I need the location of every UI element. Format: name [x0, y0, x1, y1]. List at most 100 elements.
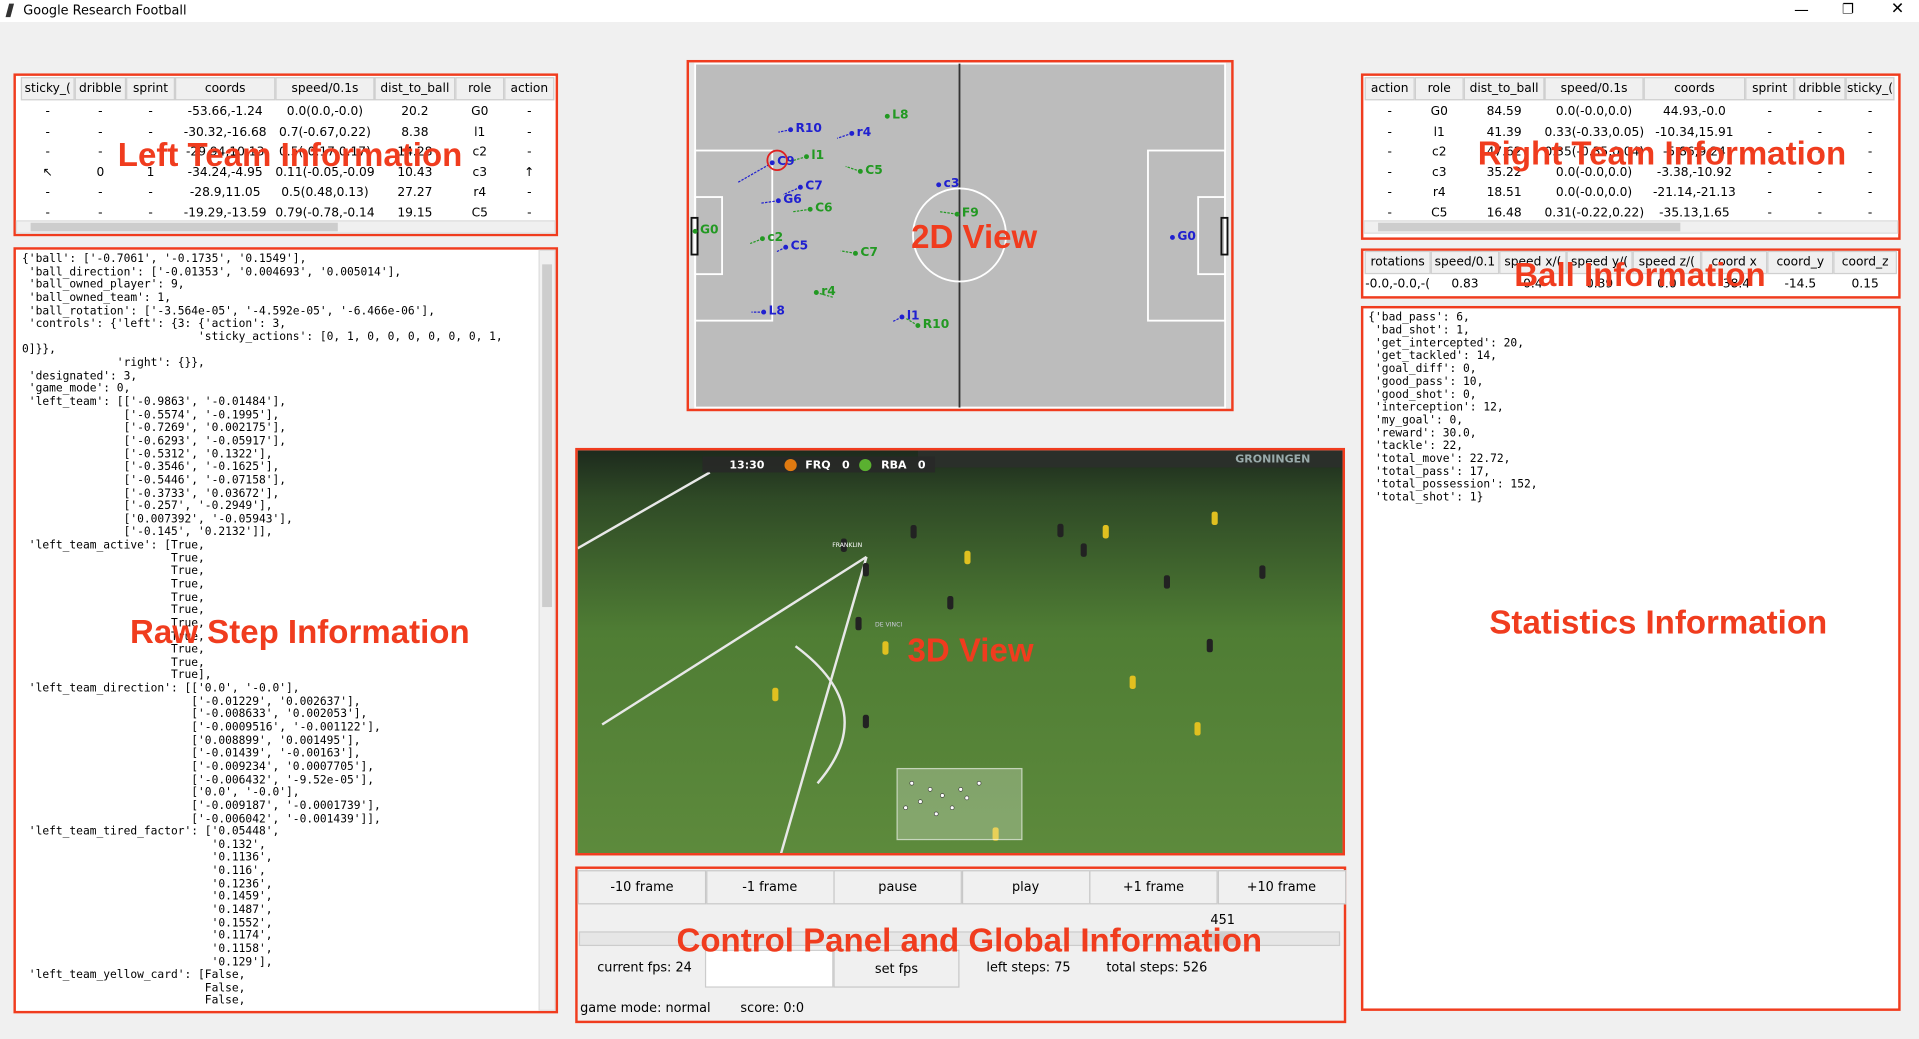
table-cell: - — [1867, 165, 1873, 180]
score: score: 0:0 — [740, 1001, 805, 1016]
table-cell: -53.66,-1.24 — [187, 105, 263, 119]
table-cell: - — [1817, 186, 1823, 200]
table-cell: 0.0(-0.0,0.0) — [1555, 105, 1633, 119]
direction-arrow — [845, 165, 861, 172]
column-header: dribble — [1794, 77, 1846, 101]
slider-handle[interactable] — [1209, 931, 1237, 947]
close-button[interactable]: ✕ — [1890, 0, 1905, 19]
table-cell: -29.94,10.13 — [185, 145, 265, 160]
player-label: G0 — [1177, 229, 1196, 243]
direction-arrow — [761, 200, 779, 204]
raw-step-line: True, — [22, 642, 205, 657]
view-3d-panel: GRONINGEN FRANKLIN DE VINCI 13:30 FRQ 0 RBA 0 — [575, 447, 1346, 856]
column-header: rotations — [1364, 250, 1431, 275]
annotation-label: Statistics Information — [1489, 603, 1828, 641]
player-figure — [910, 525, 917, 539]
raw-step-line: ['-0.5312', '0.1322'], — [22, 447, 273, 461]
control-button[interactable]: pause — [833, 870, 962, 905]
control-button[interactable]: +1 frame — [1089, 870, 1218, 905]
minimize-button[interactable]: — — [1794, 1, 1809, 19]
table-cell: - — [1387, 105, 1392, 119]
column-header: sprint — [126, 77, 176, 101]
player-label: R10 — [923, 317, 949, 331]
team-badge — [784, 458, 797, 472]
column-header: coord_y — [1767, 250, 1834, 275]
player-figure — [882, 641, 889, 655]
game-mode: game mode: normal — [580, 1001, 711, 1016]
set-fps-button[interactable]: set fps — [833, 949, 960, 988]
statistics-line: 'get_tackled': 14, — [1368, 349, 1497, 363]
column-header: sprint — [1745, 77, 1795, 101]
penalty-line — [779, 556, 868, 854]
player-figure — [1129, 675, 1136, 690]
annotation-label: Control Panel and Global Information — [676, 922, 1263, 959]
column-header: dist_to_ball — [374, 77, 456, 101]
raw-step-line: '0.1158', — [22, 942, 273, 956]
table-cell: - — [527, 206, 532, 220]
player-figure — [840, 538, 847, 552]
table-cell: 10.43 — [397, 165, 433, 180]
table-cell: c3 — [472, 165, 488, 180]
control-button[interactable]: -10 frame — [577, 870, 707, 905]
player-label: C5 — [865, 163, 882, 177]
player-figure — [772, 687, 779, 702]
column-header: sticky_( — [1845, 77, 1895, 101]
player-figure — [862, 714, 869, 729]
raw-step-line: '0.1459', — [22, 890, 273, 904]
table-cell: - — [148, 145, 153, 160]
raw-step-line: True, — [22, 577, 205, 592]
fps-input[interactable] — [704, 949, 834, 988]
column-header: coords — [1643, 77, 1746, 101]
table-cell: - — [1767, 125, 1772, 139]
table-cell: 0.0(-0.0,0.0) — [1555, 186, 1633, 200]
column-header: action — [1364, 77, 1415, 101]
table-cell: -28.9,11.05 — [189, 186, 261, 200]
player-label: c3 — [944, 176, 960, 190]
table-cell: 0.79(-0.78,-0.14) — [275, 206, 375, 220]
scrollbar-thumb[interactable] — [542, 264, 552, 608]
goal-box — [694, 196, 723, 276]
statistics-line: {'bad_pass': 6, — [1368, 310, 1470, 325]
fps-label: current fps: 24 — [597, 960, 692, 976]
scrollbar-thumb[interactable] — [1378, 222, 1681, 232]
statistics-panel: {'bad_pass': 6, 'bad_shot': 1, 'get_inte… — [1360, 305, 1901, 1011]
table-cell: l1 — [1433, 125, 1445, 139]
control-button[interactable]: +10 frame — [1217, 870, 1346, 905]
player-dot — [797, 184, 803, 190]
player-dot — [936, 182, 942, 188]
player-name: DE VINCI — [875, 622, 902, 629]
table-cell: - — [1817, 125, 1823, 139]
table-cell: -10.34,15.91 — [1655, 125, 1734, 139]
player-figure — [1211, 511, 1218, 526]
column-header: action — [504, 77, 555, 101]
table-cell: - — [45, 125, 50, 139]
raw-step-line: True, — [22, 551, 205, 566]
raw-step-line: 'left_team_active': [True, — [22, 538, 205, 553]
table-cell: 0.7(-0.67,0.22) — [279, 125, 371, 139]
player-label: C9 — [777, 154, 794, 168]
table-cell: - — [527, 105, 532, 119]
table-cell: c2 — [1431, 145, 1447, 160]
player-dot — [954, 211, 960, 217]
raw-step-line: True, — [22, 655, 205, 670]
raw-step-line: ['-0.008633', '0.002053'], — [22, 707, 368, 722]
table-cell: -19.29,-13.59 — [183, 206, 267, 220]
pitch-3d: GRONINGEN FRANKLIN DE VINCI 13:30 FRQ 0 RBA 0 — [577, 450, 1343, 854]
table-cell: - — [1867, 206, 1873, 220]
player-dot — [807, 206, 813, 212]
player-dot — [857, 168, 863, 174]
table-cell: - — [45, 206, 50, 220]
control-button[interactable]: -1 frame — [705, 870, 835, 905]
statistics-line: 'interception': 12, — [1368, 400, 1504, 415]
player-label: C6 — [815, 201, 832, 215]
table-cell: C5 — [471, 206, 488, 220]
scrollbar-thumb[interactable] — [30, 222, 338, 232]
restore-button[interactable]: ❐ — [1841, 1, 1854, 18]
column-header: speed z/( — [1632, 250, 1702, 275]
frame-slider[interactable] — [578, 931, 1341, 947]
raw-step-panel: {'ball': ['-0.7061', '-0.1735', '0.1549'… — [13, 247, 559, 1014]
player-figure — [992, 827, 999, 841]
direction-arrow — [737, 162, 773, 183]
control-button[interactable]: play — [961, 870, 1090, 905]
